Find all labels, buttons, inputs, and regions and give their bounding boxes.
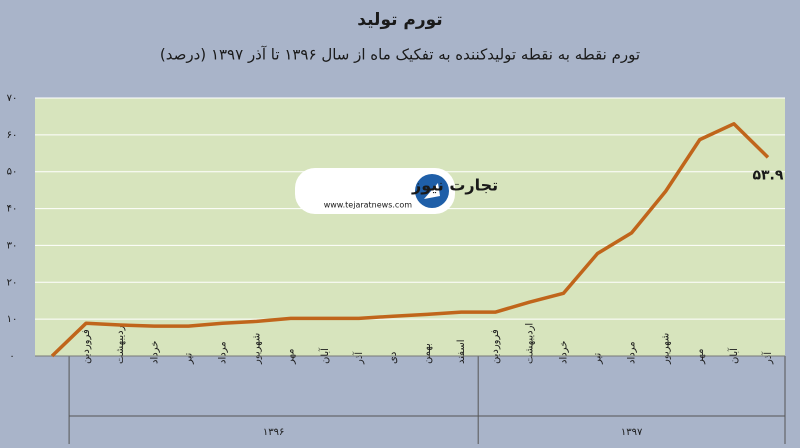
x-tick-label: دی [388, 352, 399, 364]
x-tick-label: خرداد [149, 341, 160, 364]
logo-mark [424, 183, 440, 199]
x-tick-label: آذر [352, 351, 365, 365]
x-tick-label: شهریور [661, 333, 672, 365]
y-tick-label: ۴۰ [7, 204, 18, 215]
group-label: ۱۳۹۷ [621, 427, 643, 438]
x-tick-label: بهمن [422, 343, 433, 364]
x-tick-label: اردیبهشت [524, 323, 535, 364]
chart-title: تورم تولید [357, 10, 442, 30]
logo: تجارت نیوز www.tejaratnews.com [295, 168, 498, 214]
x-tick-label: مرداد [627, 341, 638, 364]
x-tick-label: مهر [695, 349, 706, 365]
data-label: ۵۳.۹ [752, 167, 783, 183]
y-tick-label: ۳۰ [7, 240, 18, 251]
x-tick-label: فروردین [81, 329, 92, 364]
x-tick-label: اردیبهشت [115, 323, 126, 364]
logo-box [295, 168, 455, 214]
group-label: ۱۳۹۶ [263, 427, 284, 438]
x-tick-label: اسفند [456, 340, 467, 364]
logo-name: تجارت نیوز [411, 176, 498, 195]
x-tick-label: شهریور [252, 333, 263, 365]
x-tick-label: مهر [286, 349, 297, 365]
x-tick-label: تیر [593, 352, 604, 365]
x-tick-label: فروردین [490, 329, 501, 364]
plot-area [35, 98, 785, 356]
x-tick-label: مرداد [218, 341, 229, 364]
x-tick-label: آبان [318, 347, 331, 364]
line [50, 122, 770, 358]
y-tick-label: ۵۰ [7, 167, 18, 178]
y-tick-label: ۷۰ [7, 93, 18, 104]
x-tick-label: آذر [761, 351, 774, 365]
logo-url: www.tejaratnews.com [324, 201, 412, 210]
y-tick-label: ۱۰ [7, 314, 18, 325]
y-tick-label: ۶۰ [7, 130, 18, 141]
x-tick-label: آبان [727, 347, 740, 364]
x-tick-label: تیر [183, 352, 194, 365]
y-tick-label: ۲۰ [7, 277, 18, 288]
chart-subtitle: تورم نقطه به نقطه تولیدکننده به تفکیک ما… [160, 46, 640, 64]
y-tick-label: ۰ [9, 351, 14, 362]
x-tick-label: خرداد [558, 341, 569, 364]
